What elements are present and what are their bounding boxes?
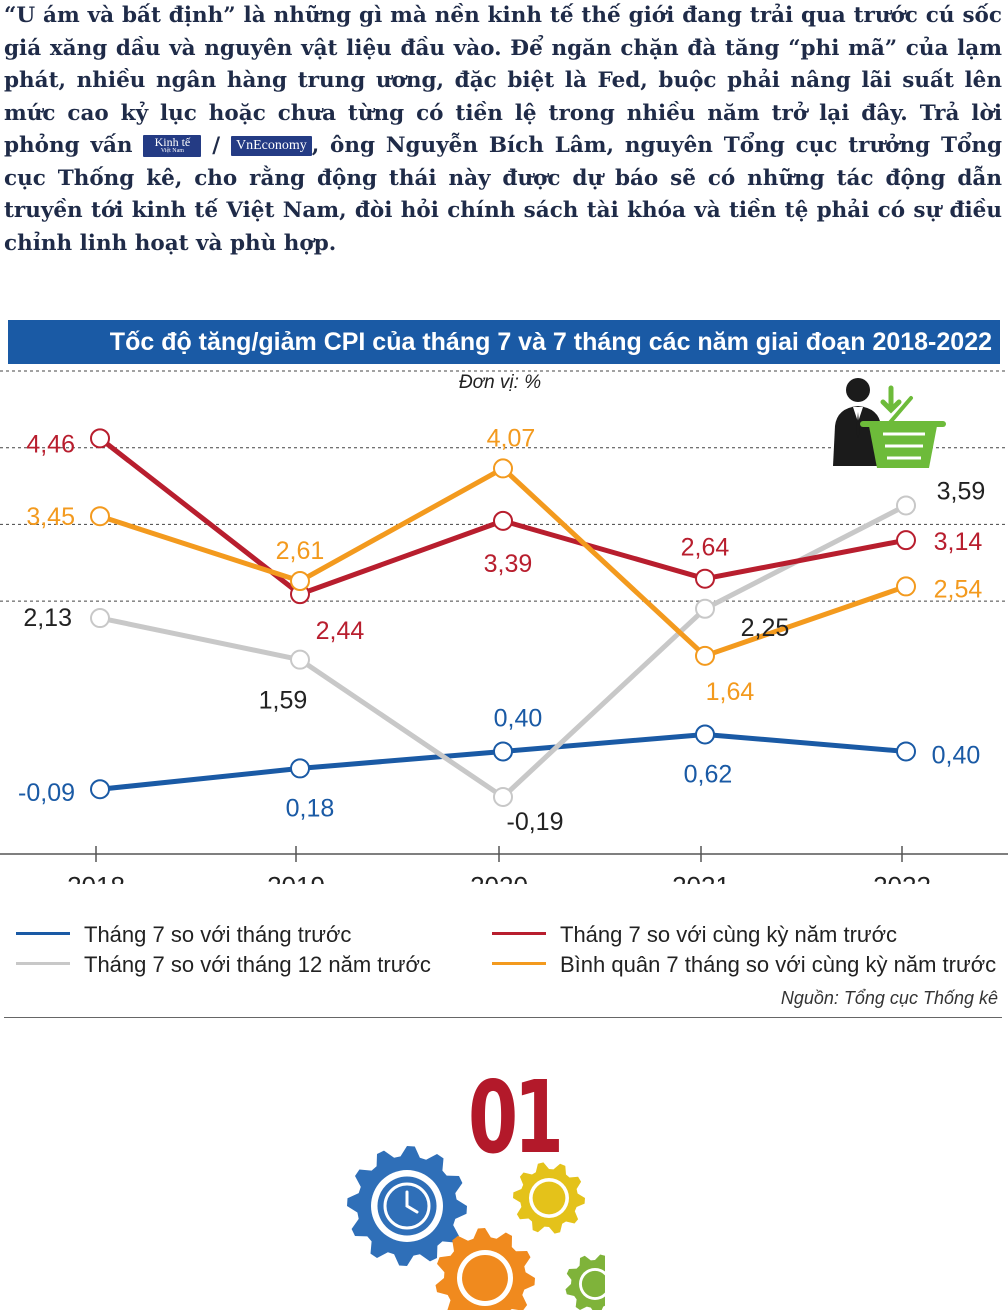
data-label: -0,09 <box>18 779 75 807</box>
data-point <box>494 512 512 530</box>
x-tick-label: 2018 <box>67 871 125 884</box>
gear-hub <box>533 1182 566 1215</box>
data-label: 3,39 <box>484 550 533 578</box>
legend-swatch <box>492 932 546 935</box>
businessman-basket-icon <box>833 378 943 468</box>
data-point <box>696 600 714 618</box>
data-label: 3,14 <box>934 528 983 556</box>
data-label: 3,45 <box>26 503 75 531</box>
data-label: 0,40 <box>494 704 543 732</box>
x-tick-label: 2021 <box>672 871 730 884</box>
data-point <box>494 742 512 760</box>
data-point <box>291 759 309 777</box>
data-label: 1,59 <box>259 687 308 715</box>
data-label: 2,25 <box>741 614 790 642</box>
data-point <box>897 531 915 549</box>
data-label: 2,54 <box>934 575 983 603</box>
x-tick-label: 2022 <box>873 871 931 884</box>
data-point <box>494 788 512 806</box>
data-point <box>91 609 109 627</box>
gears-clock-icon <box>345 1140 605 1310</box>
gear-hub <box>462 1255 508 1301</box>
data-label: 3,59 <box>937 477 986 505</box>
data-label: 2,64 <box>681 534 730 562</box>
legend-swatch <box>16 932 70 935</box>
data-point <box>897 496 915 514</box>
data-label: 2,61 <box>276 537 325 565</box>
vneconomy-logo: VnEconomy <box>231 136 312 156</box>
data-point <box>91 507 109 525</box>
data-label: 0,18 <box>286 794 335 822</box>
logo-separator: / <box>212 133 220 158</box>
legend-item-1: Tháng 7 so với tháng trước <box>16 922 351 948</box>
data-label: 2,44 <box>316 617 365 645</box>
data-label: 4,46 <box>26 430 75 458</box>
data-point <box>897 577 915 595</box>
legend-item-2: Tháng 7 so với cùng kỳ năm trước <box>492 922 897 948</box>
data-point <box>291 651 309 669</box>
data-point <box>91 429 109 447</box>
data-point <box>291 572 309 590</box>
data-label: 0,62 <box>684 760 733 788</box>
chart-title: Tốc độ tăng/giảm CPI của tháng 7 và 7 th… <box>8 320 1000 364</box>
legend-item-3: Tháng 7 so với tháng 12 năm trước <box>16 952 431 978</box>
data-label: 2,13 <box>23 604 72 632</box>
source-note: Nguồn: Tổng cục Thống kê <box>781 988 998 1009</box>
legend-swatch <box>16 962 70 965</box>
data-label: 0,40 <box>932 741 981 769</box>
legend-item-4: Bình quân 7 tháng so với cùng kỳ năm trư… <box>492 952 996 978</box>
data-label: -0,19 <box>507 808 564 836</box>
x-tick-label: 2019 <box>267 871 325 884</box>
unit-label: Đơn vị: % <box>459 372 541 393</box>
x-tick-label: 2020 <box>470 871 528 884</box>
data-point <box>91 780 109 798</box>
legend-swatch <box>492 962 546 965</box>
data-point <box>494 459 512 477</box>
divider <box>4 1017 1002 1018</box>
intro-paragraph: “U ám và bất định” là những gì mà nền ki… <box>4 0 1002 260</box>
data-label: 4,07 <box>487 424 536 452</box>
data-point <box>897 742 915 760</box>
data-point <box>696 570 714 588</box>
data-point <box>696 647 714 665</box>
cpi-line-chart: Đơn vị: % -0,09 0,18 0,40 0,62 0,40 4,46 2,44 3… <box>0 364 1008 884</box>
data-label: 1,64 <box>706 678 755 706</box>
data-point <box>696 725 714 743</box>
